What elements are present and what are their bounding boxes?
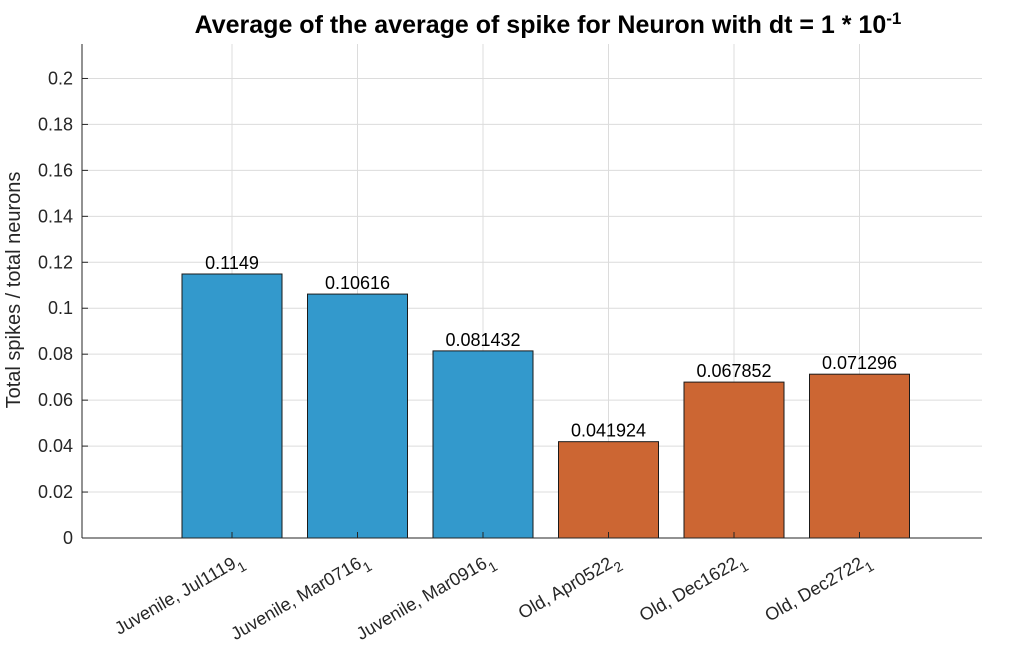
- axes: [81, 44, 982, 539]
- y-tick-label: 0: [63, 528, 73, 548]
- bar: [558, 441, 659, 539]
- x-tick-label: Juvenile, Mar09161: [353, 549, 500, 649]
- y-tick-label: 0.2: [48, 68, 73, 88]
- y-tick-label: 0.1: [48, 298, 73, 318]
- x-tick-label: Old, Dec27221: [761, 549, 876, 631]
- bars: [181, 273, 910, 539]
- data-label: 0.081432: [445, 330, 520, 350]
- x-tick-label-main: Old, Dec2722: [761, 553, 866, 625]
- data-label: 0.1149: [205, 253, 259, 273]
- chart-title-text: Average of the average of spike for Neur…: [195, 11, 887, 39]
- y-tick-label: 0.04: [38, 436, 73, 456]
- data-label: 0.041924: [571, 421, 646, 441]
- y-tick-label: 0.12: [38, 252, 73, 272]
- data-label: 0.067852: [696, 361, 771, 381]
- y-tick-label: 0.14: [38, 206, 73, 226]
- bar: [432, 350, 534, 539]
- bar: [181, 273, 283, 539]
- y-tick-label: 0.16: [38, 160, 73, 180]
- x-tick-label-subscript: 1: [862, 558, 877, 576]
- x-tick-label-main: Old, Dec1622: [636, 553, 741, 625]
- bar: [683, 381, 785, 539]
- x-tick-label-subscript: 1: [485, 558, 500, 576]
- y-tick-label: 0.08: [38, 344, 73, 364]
- x-tick-label-main: Juvenile, Jul1119: [111, 553, 239, 639]
- x-tick-label: Juvenile, Mar07161: [227, 549, 374, 649]
- data-label: 0.071296: [822, 353, 897, 373]
- x-tick-label-group: Old, Apr05222: [515, 549, 626, 628]
- chart-title-exponent: -1: [886, 9, 901, 28]
- x-tick-label-subscript: 1: [736, 558, 751, 576]
- chart-title: Average of the average of spike for Neur…: [195, 9, 902, 39]
- x-tick-label-subscript: 1: [360, 558, 375, 576]
- x-tick-label-group: Old, Dec16221: [636, 549, 751, 631]
- bar: [307, 293, 408, 539]
- x-tick-label-subscript: 1: [234, 558, 249, 576]
- x-tick-label-main: Juvenile, Mar0716: [227, 553, 364, 644]
- x-tick-label-group: Juvenile, Mar07161: [227, 549, 374, 649]
- y-tick-label: 0.02: [38, 482, 73, 502]
- x-tick-label-group: Juvenile, Mar09161: [353, 549, 500, 649]
- x-tick-label: Old, Apr05222: [515, 549, 626, 628]
- bar: [809, 373, 910, 539]
- y-tick-label: 0.18: [38, 114, 73, 134]
- y-tick-label: 0.06: [38, 390, 73, 410]
- x-tick-label-group: Old, Dec27221: [761, 549, 876, 631]
- data-label: 0.10616: [325, 273, 390, 293]
- x-tick-label-main: Juvenile, Mar0916: [353, 553, 490, 644]
- x-tick-label-main: Old, Apr0522: [515, 553, 616, 623]
- x-tick-label: Old, Dec16221: [636, 549, 751, 631]
- y-axis-label: Total spikes / total neurons: [3, 172, 25, 409]
- x-tick-label-subscript: 2: [611, 558, 626, 576]
